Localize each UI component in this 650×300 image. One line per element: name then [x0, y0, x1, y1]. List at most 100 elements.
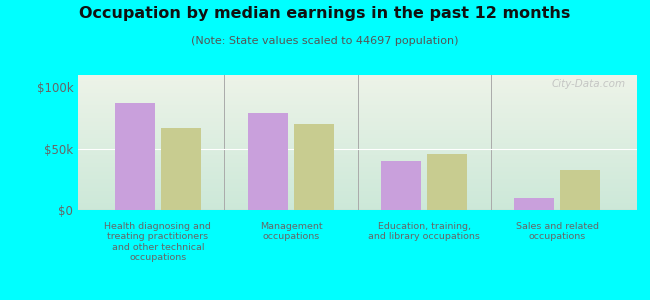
Bar	[78, 86, 637, 87]
Bar	[78, 178, 637, 179]
Bar	[78, 169, 637, 170]
Bar	[78, 162, 637, 163]
Bar	[78, 195, 637, 196]
Bar	[78, 176, 637, 177]
Bar	[78, 115, 637, 116]
Bar	[78, 171, 637, 172]
Bar	[78, 150, 637, 151]
Bar	[78, 97, 637, 98]
Text: Occupation by median earnings in the past 12 months: Occupation by median earnings in the pas…	[79, 6, 571, 21]
Bar	[78, 160, 637, 161]
Bar	[78, 181, 637, 182]
Bar	[78, 117, 637, 118]
Bar	[78, 84, 637, 85]
Bar	[78, 188, 637, 189]
Bar	[78, 155, 637, 156]
Bar	[78, 166, 637, 167]
Bar	[78, 200, 637, 201]
Bar	[78, 129, 637, 130]
Bar	[78, 95, 637, 96]
Bar	[560, 169, 601, 210]
Bar	[78, 79, 637, 80]
Bar	[161, 128, 201, 210]
Bar	[78, 85, 637, 86]
Bar	[78, 99, 637, 100]
Bar	[78, 207, 637, 208]
Bar	[78, 161, 637, 162]
Bar	[78, 170, 637, 171]
Bar	[78, 125, 637, 126]
Bar	[78, 185, 637, 186]
Bar	[78, 113, 637, 114]
Bar	[78, 120, 637, 121]
Bar	[78, 92, 637, 93]
Bar	[78, 151, 637, 152]
Bar	[78, 102, 637, 103]
Bar	[78, 94, 637, 95]
Bar	[78, 164, 637, 165]
Bar	[78, 96, 637, 97]
Bar	[78, 121, 637, 122]
Bar	[78, 149, 637, 150]
Bar	[78, 199, 637, 200]
Bar	[78, 110, 637, 111]
Bar	[78, 119, 637, 120]
Bar	[78, 190, 637, 191]
Text: Education, training,
and library occupations: Education, training, and library occupat…	[368, 222, 480, 242]
Bar	[78, 206, 637, 207]
Bar	[78, 139, 637, 140]
Bar	[78, 180, 637, 181]
Bar	[78, 127, 637, 128]
Bar	[78, 152, 637, 153]
Bar	[78, 100, 637, 101]
Bar	[78, 132, 637, 133]
Bar	[78, 198, 637, 199]
Bar	[78, 179, 637, 180]
Bar	[78, 88, 637, 89]
Bar	[78, 114, 637, 115]
Bar	[78, 187, 637, 188]
Bar	[78, 203, 637, 204]
Bar	[78, 163, 637, 164]
Bar	[78, 122, 637, 123]
Bar	[248, 113, 287, 210]
Bar	[78, 80, 637, 81]
Bar	[78, 108, 637, 109]
Bar	[78, 136, 637, 137]
Bar	[78, 83, 637, 84]
Bar	[78, 118, 637, 119]
Bar	[78, 157, 637, 158]
Text: Health diagnosing and
treating practitioners
and other technical
occupations: Health diagnosing and treating practitio…	[105, 222, 211, 262]
Bar	[78, 208, 637, 209]
Bar	[78, 81, 637, 82]
Bar	[78, 101, 637, 102]
Bar	[78, 201, 637, 202]
Bar	[78, 141, 637, 142]
Bar	[78, 131, 637, 132]
Bar	[78, 183, 637, 184]
Bar	[78, 153, 637, 154]
Bar	[78, 100, 637, 101]
Bar	[78, 154, 637, 155]
Bar	[78, 196, 637, 197]
Bar	[381, 161, 421, 210]
Bar	[78, 137, 637, 138]
Bar	[78, 133, 637, 134]
Bar	[78, 116, 637, 117]
Bar	[78, 89, 637, 90]
Bar	[78, 191, 637, 192]
Bar	[78, 93, 637, 94]
Bar	[78, 144, 637, 145]
Bar	[78, 147, 637, 148]
Bar	[78, 192, 637, 193]
Text: City-Data.com: City-Data.com	[552, 79, 626, 89]
Bar	[78, 123, 637, 124]
Bar	[78, 103, 637, 104]
Bar	[78, 193, 637, 194]
Bar	[78, 173, 637, 174]
Bar	[78, 197, 637, 198]
Text: Management
occupations: Management occupations	[259, 222, 322, 242]
Bar	[78, 75, 637, 76]
Bar	[78, 142, 637, 143]
Text: (Note: State values scaled to 44697 population): (Note: State values scaled to 44697 popu…	[191, 36, 459, 46]
